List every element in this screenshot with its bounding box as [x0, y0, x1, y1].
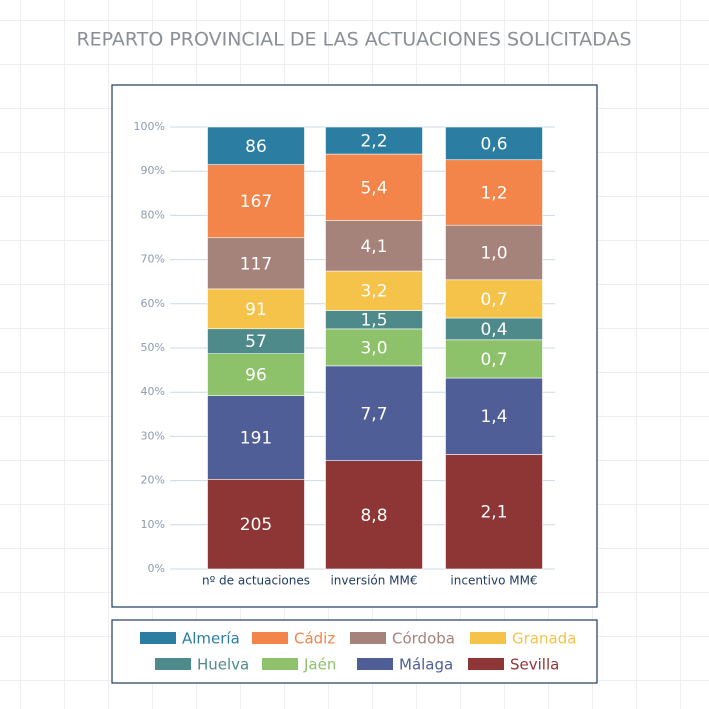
legend-label: Sevilla: [510, 656, 559, 674]
bar-segment: [445, 377, 543, 455]
bar-segment: [207, 395, 305, 480]
legend-label: Almería: [182, 630, 240, 648]
x-tick-label: nº de actuaciones: [202, 574, 310, 588]
data-label: 191: [240, 428, 272, 448]
data-label: 91: [245, 300, 267, 320]
data-label: 0,7: [480, 350, 507, 370]
data-label: 2,1: [480, 503, 507, 523]
bar-segment: [445, 339, 543, 379]
bar-segment: [207, 126, 305, 165]
bar-segment: [445, 159, 543, 226]
bar-segment: [445, 454, 543, 570]
bar-segment: [445, 224, 543, 281]
bar-segment: [207, 288, 305, 330]
data-label: 1,0: [480, 244, 507, 264]
data-label: 86: [245, 137, 267, 157]
legend-label: Málaga: [399, 656, 453, 674]
y-tick-label: 50%: [141, 341, 165, 354]
legend-swatch: [350, 632, 386, 644]
bar-segment: [325, 460, 423, 570]
y-tick-label: 80%: [141, 208, 165, 221]
data-label: 2,2: [360, 132, 387, 152]
bar-segment: [325, 153, 423, 221]
legend-swatch: [470, 632, 506, 644]
y-tick-label: 20%: [141, 474, 165, 487]
bar-segment: [325, 365, 423, 461]
bar-segment: [445, 279, 543, 319]
data-label: 8,8: [360, 506, 387, 526]
data-label: 96: [245, 366, 267, 386]
legend-label: Jaén: [303, 656, 336, 674]
y-tick-label: 70%: [141, 253, 165, 266]
data-label: 0,6: [480, 134, 507, 154]
legend-swatch: [140, 632, 176, 644]
y-tick-label: 40%: [141, 385, 165, 398]
legend-swatch: [262, 658, 298, 670]
bar-segment: [325, 328, 423, 367]
data-label: 4,1: [360, 237, 387, 257]
data-label: 117: [240, 254, 272, 274]
data-label: 7,7: [360, 404, 387, 424]
bar-segment: [207, 478, 305, 570]
y-tick-label: 90%: [141, 164, 165, 177]
y-tick-label: 30%: [141, 429, 165, 442]
legend-swatch: [357, 658, 393, 670]
legend-label: Córdoba: [392, 630, 455, 648]
chart-title: REPARTO PROVINCIAL DE LAS ACTUACIONES SO…: [76, 29, 631, 51]
bar-segment: [207, 237, 305, 290]
legend-swatch: [468, 658, 504, 670]
data-label: 57: [245, 332, 267, 352]
x-tick-label: incentivo MM€: [450, 574, 537, 588]
data-label: 5,4: [360, 178, 387, 198]
data-label: 3,0: [360, 338, 387, 358]
legend-label: Huelva: [197, 656, 249, 674]
data-label: 205: [240, 515, 272, 535]
legend-swatch: [155, 658, 191, 670]
legend-label: Cádiz: [294, 630, 335, 648]
bar-segment: [325, 220, 423, 272]
data-label: 167: [240, 192, 272, 212]
bar-segment: [445, 126, 543, 161]
y-tick-label: 0%: [148, 562, 165, 575]
data-label: 3,2: [360, 282, 387, 302]
legend-frame: [111, 619, 598, 684]
data-label: 1,4: [480, 407, 507, 427]
bar-segment: [207, 164, 305, 239]
y-tick-label: 10%: [141, 518, 165, 531]
data-label: 1,5: [360, 311, 387, 331]
legend-swatch: [252, 632, 288, 644]
data-label: 0,7: [480, 290, 507, 310]
data-label: 0,4: [480, 320, 507, 340]
bar-segment: [325, 126, 423, 155]
legend-label: Granada: [512, 630, 576, 648]
x-tick-label: inversión MM€: [330, 574, 417, 588]
data-label: 1,2: [480, 183, 507, 203]
y-tick-label: 60%: [141, 297, 165, 310]
y-tick-label: 100%: [134, 120, 165, 133]
bar-segment: [325, 270, 423, 311]
bar-segment: [207, 353, 305, 397]
